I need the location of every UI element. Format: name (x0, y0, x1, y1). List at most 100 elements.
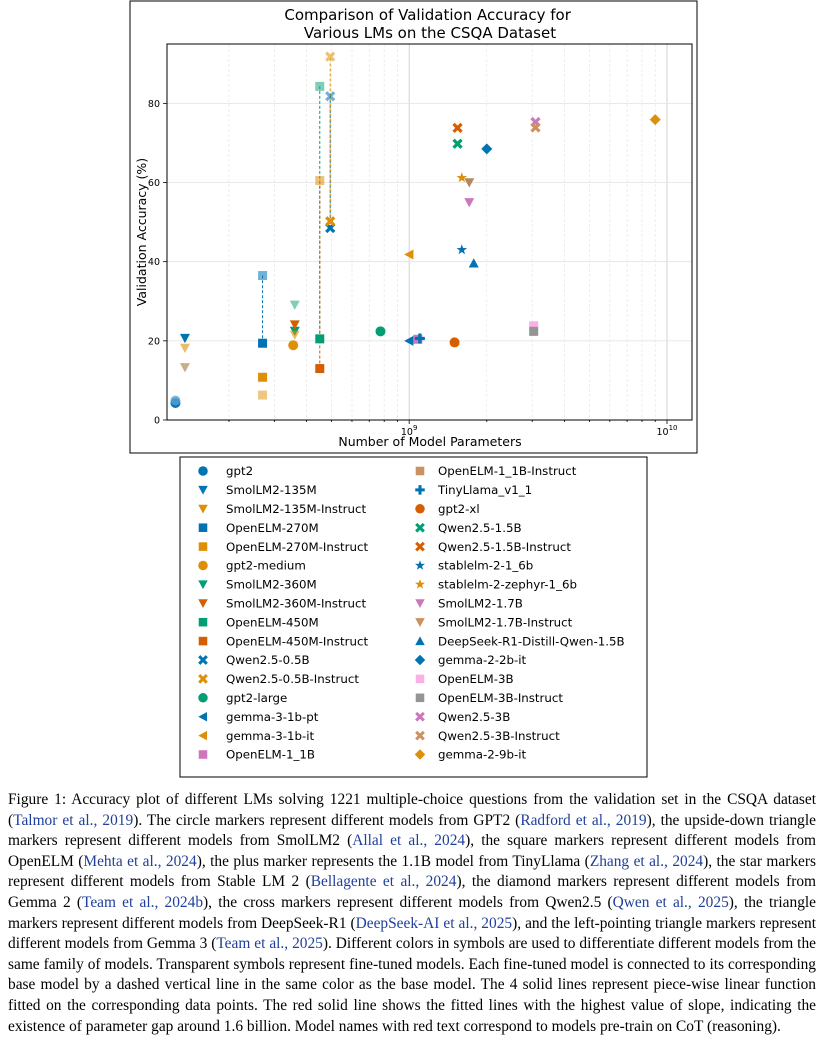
caption-text: ), the triangle markers represent differ… (8, 893, 816, 932)
figure-caption: Figure 1: Accuracy plot of different LMs… (8, 790, 816, 1037)
caption-text: ), the star markers represent different … (8, 852, 816, 891)
citation-link[interactable]: Bellagente et al., 2024 (310, 873, 457, 891)
legend-label: Qwen2.5-0.5B-Instruct (226, 672, 359, 686)
caption-text: Figure 1: Accuracy plot of different LMs… (8, 791, 816, 829)
caption-text: ), and the left-pointing triangle marker… (8, 914, 816, 953)
data-point (289, 320, 300, 330)
legend-label: stablelm-2-zephyr-1_6b (438, 578, 577, 592)
data-point (258, 271, 268, 281)
citation-link[interactable]: Talmor et al., 2019 (13, 811, 134, 829)
data-point (325, 216, 336, 227)
legend-label: SmolLM2-135M-Instruct (226, 502, 366, 516)
citation-link[interactable]: Mehta et al., 2024 (83, 852, 197, 870)
data-point (456, 244, 468, 255)
x-tick-label: 109 (401, 424, 418, 438)
caption-text: ). The circle markers represent differen… (133, 811, 521, 829)
chart-title-line-1: Comparison of Validation Accuracy for (284, 6, 571, 24)
legend-label: Qwen2.5-3B (438, 710, 510, 724)
legend-label: gemma-2-2b-it (438, 653, 527, 667)
data-point (315, 334, 325, 344)
citation-link[interactable]: Allal et al., 2024 (352, 832, 466, 850)
grid (167, 44, 692, 421)
legend-marker (415, 560, 425, 570)
data-point (179, 363, 190, 373)
legend-label: Qwen2.5-1.5B-Instruct (438, 540, 571, 554)
data-point (258, 372, 268, 382)
data-point (449, 337, 460, 348)
data-point (258, 390, 268, 400)
caption-text: ). Different colors in symbols are used … (8, 935, 816, 1035)
citation-link[interactable]: Zhang et al., 2024 (589, 852, 704, 870)
legend-marker (415, 466, 425, 476)
legend-marker (415, 693, 425, 703)
legend-label: gpt2 (226, 464, 253, 478)
caption-text: ), the square markers represent differen… (8, 832, 816, 870)
legend-label: OpenELM-1_1B (226, 748, 315, 762)
data-point (468, 258, 479, 268)
legend-marker (415, 485, 425, 495)
legend-marker (198, 693, 208, 703)
y-tick-label: 40 (148, 257, 160, 268)
legend-label: SmolLM2-1.7B-Instruct (438, 615, 573, 629)
chart-title-line-2: Various LMs on the CSQA Dataset (304, 24, 556, 42)
y-tick-label: 0 (154, 416, 160, 427)
legend-marker (198, 674, 208, 684)
legend-marker (415, 636, 425, 646)
data-point (464, 198, 475, 208)
citation-link[interactable]: Team et al., 2024b (82, 893, 204, 911)
legend-marker (198, 560, 208, 571)
y-tick-label: 20 (148, 336, 160, 347)
legend-label: SmolLM2-360M (226, 578, 317, 592)
legend-label: OpenELM-450M (226, 615, 319, 629)
caption-text: ), the diamond markers represent differe… (8, 873, 816, 911)
legend-marker (415, 579, 425, 589)
data-point (288, 340, 299, 351)
legend-label: gemma-3-1b-it (226, 729, 315, 743)
data-point (179, 333, 190, 344)
legend-label: SmolLM2-135M (226, 483, 317, 497)
legend-marker (415, 618, 425, 627)
legend-marker (198, 636, 208, 646)
data-point (414, 333, 425, 344)
legend-label: OpenELM-1_1B-Instruct (438, 464, 577, 478)
legend-label: Qwen2.5-0.5B (226, 653, 310, 667)
legend-label: gpt2-large (226, 691, 287, 705)
y-axis-label: Validation Accuracy (%) (134, 158, 149, 306)
caption-text: ), the plus marker represents the 1.1B m… (196, 852, 590, 870)
figure-border (129, 0, 698, 454)
x-axis-label: Number of Model Parameters (338, 434, 521, 449)
legend-label: Qwen2.5-1.5B (438, 521, 522, 535)
data-point (258, 338, 268, 348)
legend-marker (198, 485, 208, 495)
caption-text: ), the cross markers represent different… (203, 893, 613, 911)
y-tick-label: 60 (148, 178, 160, 189)
data-point (289, 330, 300, 340)
legend-label: stablelm-2-1_6b (438, 559, 533, 573)
chart-title: Comparison of Validation Accuracy for Va… (284, 6, 575, 42)
citation-link[interactable]: Radford et al., 2019 (520, 811, 647, 829)
legend-label: gemma-3-1b-pt (226, 710, 319, 724)
legend-label: DeepSeek-R1-Distill-Qwen-1.5B (438, 634, 625, 648)
y-tick-label: 80 (148, 99, 160, 110)
citation-link[interactable]: Team et al., 2025 (216, 935, 323, 953)
data-point (315, 364, 325, 374)
legend-marker (198, 599, 208, 609)
data-point (170, 395, 181, 406)
legend-marker (198, 711, 208, 722)
legend-marker (415, 599, 425, 609)
legend-marker (198, 504, 208, 514)
citation-link[interactable]: Qwen et al., 2025 (612, 893, 729, 911)
legend-label: gpt2-xl (438, 502, 480, 516)
data-point (325, 51, 336, 62)
legend-marker (198, 617, 208, 627)
legend-marker (198, 655, 208, 665)
axes: 0 20 40 60 80 109 1010 (148, 99, 678, 438)
data-point (315, 176, 325, 186)
data-point (404, 335, 414, 346)
data-point (289, 300, 300, 310)
legend-marker (198, 750, 208, 759)
citation-link[interactable]: DeepSeek-AI et al., 2025 (355, 914, 513, 932)
legend-marker (415, 541, 425, 552)
legend-label: TinyLlama_v1_1 (437, 483, 532, 497)
legend-label: gpt2-medium (226, 559, 306, 573)
